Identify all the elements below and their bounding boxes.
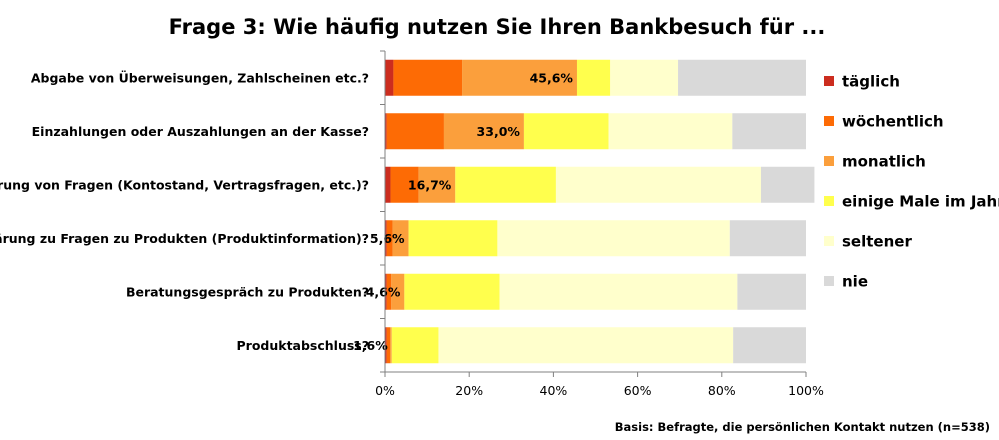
legend-swatch — [824, 196, 834, 206]
bar-segment — [408, 220, 498, 257]
bar-segment — [404, 273, 500, 310]
bar-segment — [385, 113, 387, 150]
x-tick-label: 80% — [708, 383, 736, 398]
bar-segment — [760, 166, 815, 203]
x-tick-label: 60% — [624, 383, 652, 398]
bar-segment — [499, 273, 738, 310]
bar-segment — [418, 166, 456, 203]
bar-segment — [733, 327, 806, 364]
legend-label: einige Male im Jahr — [842, 193, 999, 211]
category-label: Einzahlungen oder Auszahlungen an der Ka… — [32, 124, 369, 139]
bar-segment — [385, 220, 387, 257]
legend-swatch — [824, 76, 834, 86]
bar-segment — [386, 113, 444, 150]
bar-segment — [386, 273, 392, 310]
data-label: 45,6% — [530, 70, 574, 85]
legend-swatch — [824, 276, 834, 286]
bar-segment — [385, 327, 387, 364]
legend-label: seltener — [842, 233, 912, 251]
data-label: 1,6% — [353, 338, 388, 353]
bar-segment — [608, 113, 733, 150]
bar-segment — [678, 59, 806, 96]
bar-segment — [385, 59, 394, 96]
bar-segment — [462, 59, 577, 96]
bar-segment — [386, 220, 393, 257]
bar-segment — [438, 327, 734, 364]
x-tick-label: 100% — [788, 383, 824, 398]
legend-label: nie — [842, 273, 868, 291]
bar-segment — [390, 327, 392, 364]
legend-swatch — [824, 156, 834, 166]
legend: täglich wöchentlich monatlich einige Male i… — [824, 73, 999, 291]
x-tick-label: 0% — [375, 383, 395, 398]
bar-segment — [555, 166, 761, 203]
bar-segment — [385, 166, 391, 203]
data-label: 4,6% — [366, 284, 401, 299]
bars-group: 45,6% 33,0% 16,7% 5,6% 4,6% 1,6% — [353, 59, 815, 364]
data-label: 33,0% — [477, 124, 521, 139]
category-label: Klärung zu Fragen zu Produkten (Produkti… — [0, 231, 369, 246]
legend-swatch — [824, 116, 834, 126]
bar-segment — [392, 220, 409, 257]
bar-segment — [443, 113, 524, 150]
bar-segment — [523, 113, 609, 150]
category-label: Klärung von Fragen (Kontostand, Vertrags… — [0, 177, 369, 192]
bar-segment — [390, 166, 419, 203]
bar-segment — [393, 59, 463, 96]
bar-segment — [391, 273, 405, 310]
axis-group: Abgabe von Überweisungen, Zahlscheinen e… — [0, 50, 824, 398]
category-label: Abgabe von Überweisungen, Zahlscheinen e… — [31, 70, 369, 85]
legend-label: monatlich — [842, 153, 926, 171]
legend-label: täglich — [842, 73, 900, 91]
bar-segment — [385, 273, 387, 310]
x-tick-label: 40% — [540, 383, 568, 398]
data-label: 5,6% — [370, 231, 405, 246]
bar-segment — [386, 327, 391, 364]
legend-label: wöchentlich — [842, 113, 944, 131]
category-label: Beratungsgespräch zu Produkten? — [126, 284, 369, 299]
bar-segment — [391, 327, 439, 364]
category-label: Produktabschluss? — [237, 338, 370, 353]
bar-segment — [732, 113, 806, 150]
legend-swatch — [824, 236, 834, 246]
bar-segment — [497, 220, 730, 257]
bar-segment — [455, 166, 556, 203]
bar-segment — [737, 273, 806, 310]
x-tick-label: 20% — [455, 383, 483, 398]
bar-segment — [576, 59, 611, 96]
footnote: Basis: Befragte, die persönlichen Kontak… — [615, 420, 990, 434]
bar-segment — [729, 220, 806, 257]
data-label: 16,7% — [408, 177, 452, 192]
bar-segment — [610, 59, 679, 96]
chart-title: Frage 3: Wie häufig nutzen Sie Ihren Ban… — [169, 15, 826, 39]
